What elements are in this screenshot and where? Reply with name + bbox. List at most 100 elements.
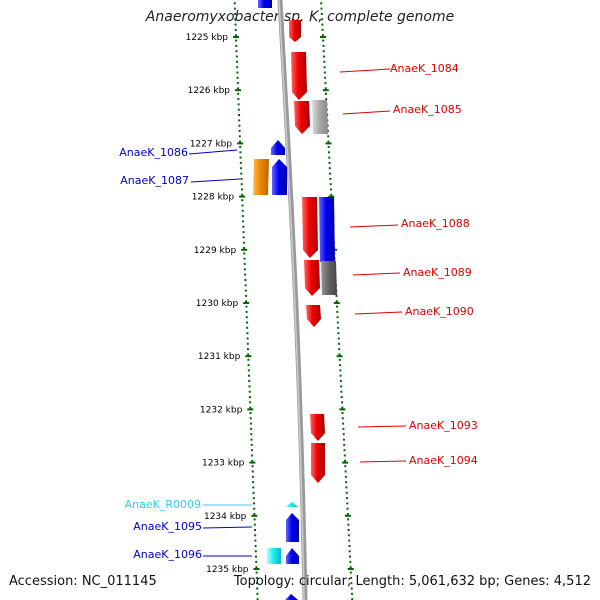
ruler-dot — [248, 374, 250, 377]
ruler-dot — [240, 188, 243, 191]
gene-gray-feature[interactable] — [312, 100, 328, 134]
ruler-dot — [328, 156, 331, 159]
ruler-dot — [324, 87, 327, 90]
ruler-dot — [233, 2, 236, 5]
ruler-dot — [321, 28, 324, 31]
ruler-dot — [248, 385, 251, 388]
gene-feature[interactable] — [285, 594, 298, 600]
gene-anaek-1093[interactable] — [310, 414, 325, 441]
ruler-dot — [324, 82, 327, 85]
ruler-dot — [238, 130, 241, 132]
gene-anaek-r0009[interactable] — [285, 502, 298, 507]
ruler-dot — [237, 98, 240, 101]
gene-label[interactable]: AnaeK_R0009 — [125, 498, 201, 511]
ruler-dot — [234, 28, 237, 31]
gene-cyan-feature[interactable] — [267, 548, 281, 564]
ruler-dot — [252, 497, 255, 500]
ruler-label: 1231 kbp — [198, 352, 241, 362]
ruler-dot — [249, 417, 252, 420]
ruler-tick — [251, 514, 258, 517]
ruler-dot — [249, 406, 252, 409]
ruler-dot — [256, 592, 259, 595]
ruler-dot — [247, 358, 250, 361]
gene-labels: AnaeK_1084 AnaeK_1085 AnaeK_1086 AnaeK_1… — [119, 62, 477, 561]
ruler-dot — [252, 491, 255, 494]
gene-label[interactable]: AnaeK_1093 — [409, 419, 478, 432]
gene-blue-forward-feature[interactable] — [319, 197, 335, 262]
ruler-tick — [328, 195, 335, 198]
ruler-dot — [335, 294, 338, 297]
ruler-dot — [341, 401, 343, 404]
ruler-tick — [347, 568, 354, 570]
gene-label[interactable]: AnaeK_1096 — [133, 548, 202, 561]
gene-anaek-1087[interactable] — [272, 159, 287, 195]
gene-label[interactable]: AnaeK_1094 — [409, 454, 478, 467]
ruler-dot — [252, 481, 255, 484]
ruler-dot — [341, 412, 344, 414]
ruler-dot — [342, 438, 345, 441]
ruler-dot — [242, 225, 245, 228]
gene-label[interactable]: AnaeK_1084 — [390, 62, 459, 75]
ruler-dot — [234, 18, 237, 21]
ruler-dot — [322, 39, 325, 42]
ruler-dot — [240, 177, 243, 180]
ruler-dot — [254, 545, 257, 547]
ruler-label: 1229 kbp — [194, 246, 237, 256]
ruler-label: 1232 kbp — [200, 405, 243, 415]
ruler-dot — [245, 294, 247, 297]
ruler-dot — [234, 13, 237, 15]
ruler-dot — [343, 443, 346, 446]
gene-anaek-1084[interactable] — [291, 52, 307, 100]
ruler-dot — [237, 87, 239, 90]
ruler-dot — [248, 390, 251, 393]
ruler-dot — [337, 326, 340, 329]
ruler-dot — [239, 156, 242, 159]
ruler-dot — [341, 417, 344, 420]
ruler-dot — [320, 13, 323, 15]
ruler-dot — [254, 550, 257, 553]
gene-anaek-1094[interactable] — [311, 443, 325, 483]
ruler-tick — [336, 355, 343, 358]
ruler-dot — [253, 513, 256, 515]
gene-anaek-1086[interactable] — [271, 140, 285, 155]
gene-anaek-1096[interactable] — [286, 548, 299, 564]
ruler-dot — [342, 433, 345, 436]
gene-label[interactable]: AnaeK_1088 — [401, 217, 470, 230]
ruler-dot — [320, 2, 323, 5]
gene-anaek-1095[interactable] — [286, 513, 299, 542]
ruler-dot — [237, 108, 240, 111]
gene-anaek-1085[interactable] — [294, 101, 310, 134]
ruler-dot — [336, 305, 338, 308]
gene-feature[interactable] — [289, 20, 301, 42]
gene-anaek-1090[interactable] — [306, 305, 321, 327]
gene-label[interactable]: AnaeK_1085 — [393, 103, 462, 116]
ruler-dot — [329, 188, 332, 191]
ruler-dot — [351, 592, 353, 595]
gene-label[interactable]: AnaeK_1087 — [120, 174, 189, 187]
gene-darkgray-feature[interactable] — [321, 261, 337, 295]
gene-orange-feature[interactable] — [253, 159, 269, 195]
gene-anaek-1089[interactable] — [304, 260, 320, 296]
ruler-dot — [348, 550, 351, 553]
gene-feature[interactable] — [258, 0, 272, 8]
ruler-tick — [333, 302, 340, 304]
ruler-dot — [339, 369, 342, 372]
gene-anaek-1088[interactable] — [302, 197, 318, 258]
gene-label[interactable]: AnaeK_1090 — [405, 305, 474, 318]
gene-label[interactable]: AnaeK_1086 — [119, 146, 188, 159]
ruler-tick — [344, 514, 351, 517]
gene-label[interactable]: AnaeK_1095 — [133, 520, 202, 533]
ruler-dot — [339, 374, 342, 377]
ruler-dot — [246, 326, 249, 329]
ruler-tick — [253, 568, 260, 570]
ruler-dot — [350, 582, 353, 585]
ruler-dot — [246, 332, 249, 335]
ruler-dot — [330, 193, 333, 196]
ruler-dot — [349, 566, 352, 569]
ruler-dot — [344, 475, 347, 478]
ruler-dot — [347, 523, 350, 526]
ruler-dot — [338, 358, 341, 361]
ruler-dot — [247, 348, 249, 351]
gene-label[interactable]: AnaeK_1089 — [403, 266, 472, 279]
ruler-dot — [243, 263, 246, 265]
